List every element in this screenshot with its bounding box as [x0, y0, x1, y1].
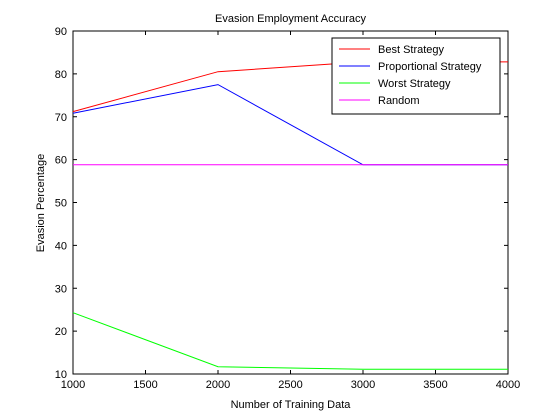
x-tick-label: 3000 — [351, 379, 375, 391]
y-tick-label: 60 — [55, 155, 67, 167]
legend-label: Proportional Strategy — [378, 61, 482, 73]
plot-layer: 1000 1500 2000 2500 3000 3500 4000 10 20 30 40 50 60… — [55, 26, 520, 391]
chart-title: Evasion Employment Accuracy — [215, 13, 367, 25]
legend-label: Best Strategy — [378, 44, 445, 56]
y-tick-label: 40 — [55, 240, 67, 252]
y-axis-label: Evasion Percentage — [35, 154, 47, 252]
y-tick-label: 30 — [55, 283, 67, 295]
y-tick-label: 70 — [55, 112, 67, 124]
x-tick-label: 1500 — [133, 379, 157, 391]
legend-label: Worst Strategy — [378, 78, 451, 90]
y-tick-label: 20 — [55, 326, 67, 338]
y-tick-label: 50 — [55, 198, 67, 210]
series-line-worst-strategy — [72, 312, 508, 370]
x-tick-label: 3500 — [423, 379, 447, 391]
legend-label: Random — [378, 95, 420, 107]
x-tick-label: 1000 — [61, 379, 85, 391]
y-tick-label: 90 — [55, 26, 67, 38]
x-tick-label: 2000 — [206, 379, 230, 391]
y-tick-label: 80 — [55, 69, 67, 81]
x-tick-label: 4000 — [496, 379, 520, 391]
legend-box — [331, 37, 501, 115]
x-axis-label: Number of Training Data — [231, 399, 352, 411]
x-tick-label: 2500 — [278, 379, 302, 391]
y-tick-label: 10 — [55, 369, 67, 381]
